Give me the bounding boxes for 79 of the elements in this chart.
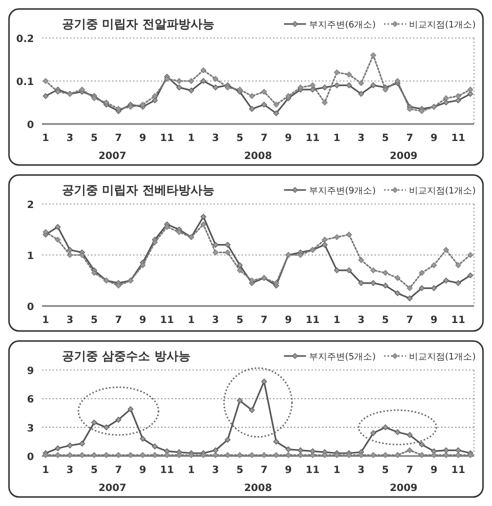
legend-label: 부지주변(6개소) [309, 20, 376, 30]
y-tick-label: 0.2 [16, 34, 34, 45]
x-tick-label: 3 [212, 315, 220, 326]
y-tick-label: 2 [27, 200, 34, 211]
x-tick-label: 7 [260, 465, 268, 476]
legend-label: 비교지점(1개소) [409, 20, 476, 30]
x-tick-label: 1 [333, 133, 340, 144]
x-tick-label: 1 [42, 465, 50, 476]
x-tick-label: 5 [382, 133, 389, 144]
x-tick-label: 11 [306, 465, 320, 476]
x-tick-label: 9 [139, 315, 146, 326]
y-tick-label: 0.1 [16, 77, 34, 88]
x-tick-label: 9 [284, 133, 292, 144]
x-tick-label: 9 [139, 133, 146, 144]
x-tick-label: 11 [160, 315, 174, 326]
legend-label: 비교지점(1개소) [409, 352, 476, 362]
x-tick-label: 7 [406, 465, 414, 476]
x-tick-label: 5 [236, 133, 244, 144]
x-tick-label: 3 [66, 315, 74, 326]
legend-label: 부지주변(9개소) [309, 186, 376, 196]
x-tick-label: 3 [66, 133, 74, 144]
x-tick-label: 9 [430, 133, 438, 144]
x-tick-label: 1 [188, 133, 195, 144]
x-tick-label: 5 [90, 315, 98, 326]
x-tick-label: 7 [406, 133, 414, 144]
y-tick-label: 1 [27, 251, 34, 262]
x-tick-label: 11 [451, 133, 466, 144]
x-tick-label: 3 [358, 133, 365, 144]
text: 2008 [244, 151, 272, 162]
chart-title: 공기중 삼중수소 방사능 [62, 349, 190, 363]
y-tick-label: 3 [27, 423, 34, 434]
x-tick-label: 5 [90, 133, 98, 144]
text: 2008 [244, 483, 272, 494]
x-tick-label: 7 [406, 315, 414, 326]
x-tick-label: 11 [160, 465, 174, 476]
x-tick-label: 1 [188, 315, 195, 326]
text: 2009 [390, 483, 418, 494]
x-tick-label: 11 [306, 315, 320, 326]
x-tick-label: 9 [284, 315, 292, 326]
text: 2009 [390, 151, 418, 162]
x-tick-label: 3 [66, 465, 74, 476]
x-tick-label: 11 [451, 315, 466, 326]
chart-title: 공기중 미립자 전알파방사능 [62, 17, 214, 31]
x-tick-label: 9 [430, 465, 438, 476]
x-tick-label: 9 [284, 465, 292, 476]
y-tick-label: 0 [27, 452, 34, 463]
chart-title: 공기중 미립자 전베타방사능 [62, 183, 214, 197]
x-tick-label: 3 [358, 465, 365, 476]
x-tick-label: 5 [236, 465, 244, 476]
x-tick-label: 1 [188, 465, 195, 476]
x-tick-label: 11 [451, 465, 466, 476]
x-tick-label: 1 [333, 315, 340, 326]
x-tick-label: 11 [160, 133, 174, 144]
text: 2007 [98, 151, 126, 162]
y-tick-label: 9 [27, 366, 34, 377]
x-tick-label: 7 [114, 465, 122, 476]
x-tick-label: 1 [42, 133, 50, 144]
y-tick-label: 6 [27, 394, 34, 406]
x-tick-label: 5 [90, 465, 98, 476]
x-tick-label: 1 [42, 315, 50, 326]
x-tick-label: 9 [139, 465, 146, 476]
x-tick-label: 3 [358, 315, 365, 326]
x-tick-label: 1 [333, 465, 340, 476]
x-tick-label: 7 [260, 315, 268, 326]
y-tick-label: 0 [27, 120, 34, 131]
x-tick-label: 11 [306, 133, 320, 144]
legend-label: 비교지점(1개소) [409, 186, 476, 196]
text: 2007 [98, 483, 126, 494]
legend-label: 부지주변(5개소) [309, 352, 376, 362]
x-tick-label: 7 [114, 315, 122, 326]
x-tick-label: 7 [260, 133, 268, 144]
x-tick-label: 3 [212, 465, 220, 476]
x-tick-label: 5 [236, 315, 244, 326]
x-tick-label: 3 [212, 133, 220, 144]
x-tick-label: 9 [430, 315, 438, 326]
x-tick-label: 5 [382, 465, 389, 476]
x-tick-label: 5 [382, 315, 389, 326]
x-tick-label: 7 [114, 133, 122, 144]
y-tick-label: 0 [27, 302, 34, 313]
